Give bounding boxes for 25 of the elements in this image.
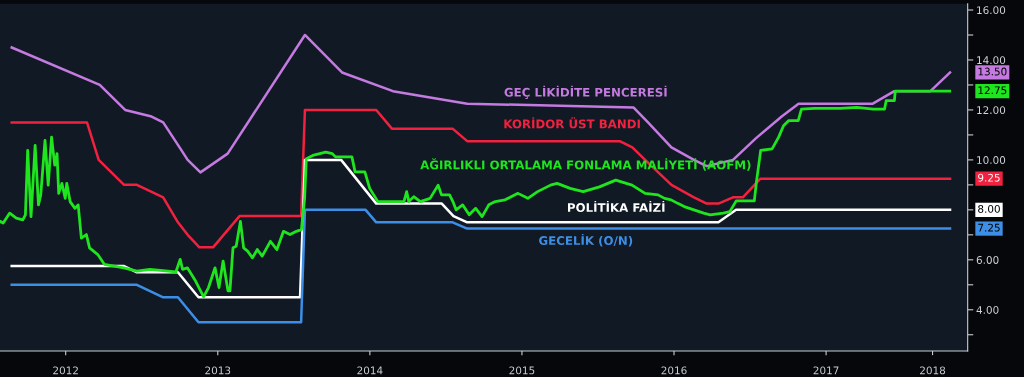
y-tick-label: 4.00 (976, 306, 999, 314)
series-label: POLİTİKA FAİZİ (567, 200, 665, 213)
y-tick-label: 14.00 (977, 56, 1006, 65)
y-tick-label: 16.00 (977, 6, 1006, 15)
text: 13.50 (978, 67, 1007, 76)
x-tick-label: 2014 (357, 366, 383, 375)
x-tick-label: 2012 (53, 366, 78, 375)
line-series (10, 33, 952, 174)
series-label: KORİDOR ÜST BANDI (504, 117, 640, 129)
x-tick-label: 2017 (813, 366, 839, 375)
text: 12.75 (978, 86, 1007, 95)
series-label: GEÇ LİKİDİTE PENCERESİ (504, 85, 667, 99)
x-tick-label: 2013 (205, 366, 231, 375)
series-label: GECELİK (O/N) (539, 233, 633, 247)
x-tick-label: 2018 (920, 366, 946, 375)
y-tick-label: 6.00 (976, 256, 999, 264)
x-tick-label: 2015 (509, 366, 535, 375)
x-tick-label: 2016 (661, 366, 687, 375)
y-tick-label: 10.00 (977, 156, 1006, 164)
line-series (10, 158, 952, 299)
text: 9.25 (978, 173, 1000, 182)
y-tick-label: 12.00 (977, 106, 1006, 115)
text: 7.25 (978, 223, 1000, 232)
text: 8.00 (978, 205, 1000, 213)
line-series (10, 108, 952, 249)
